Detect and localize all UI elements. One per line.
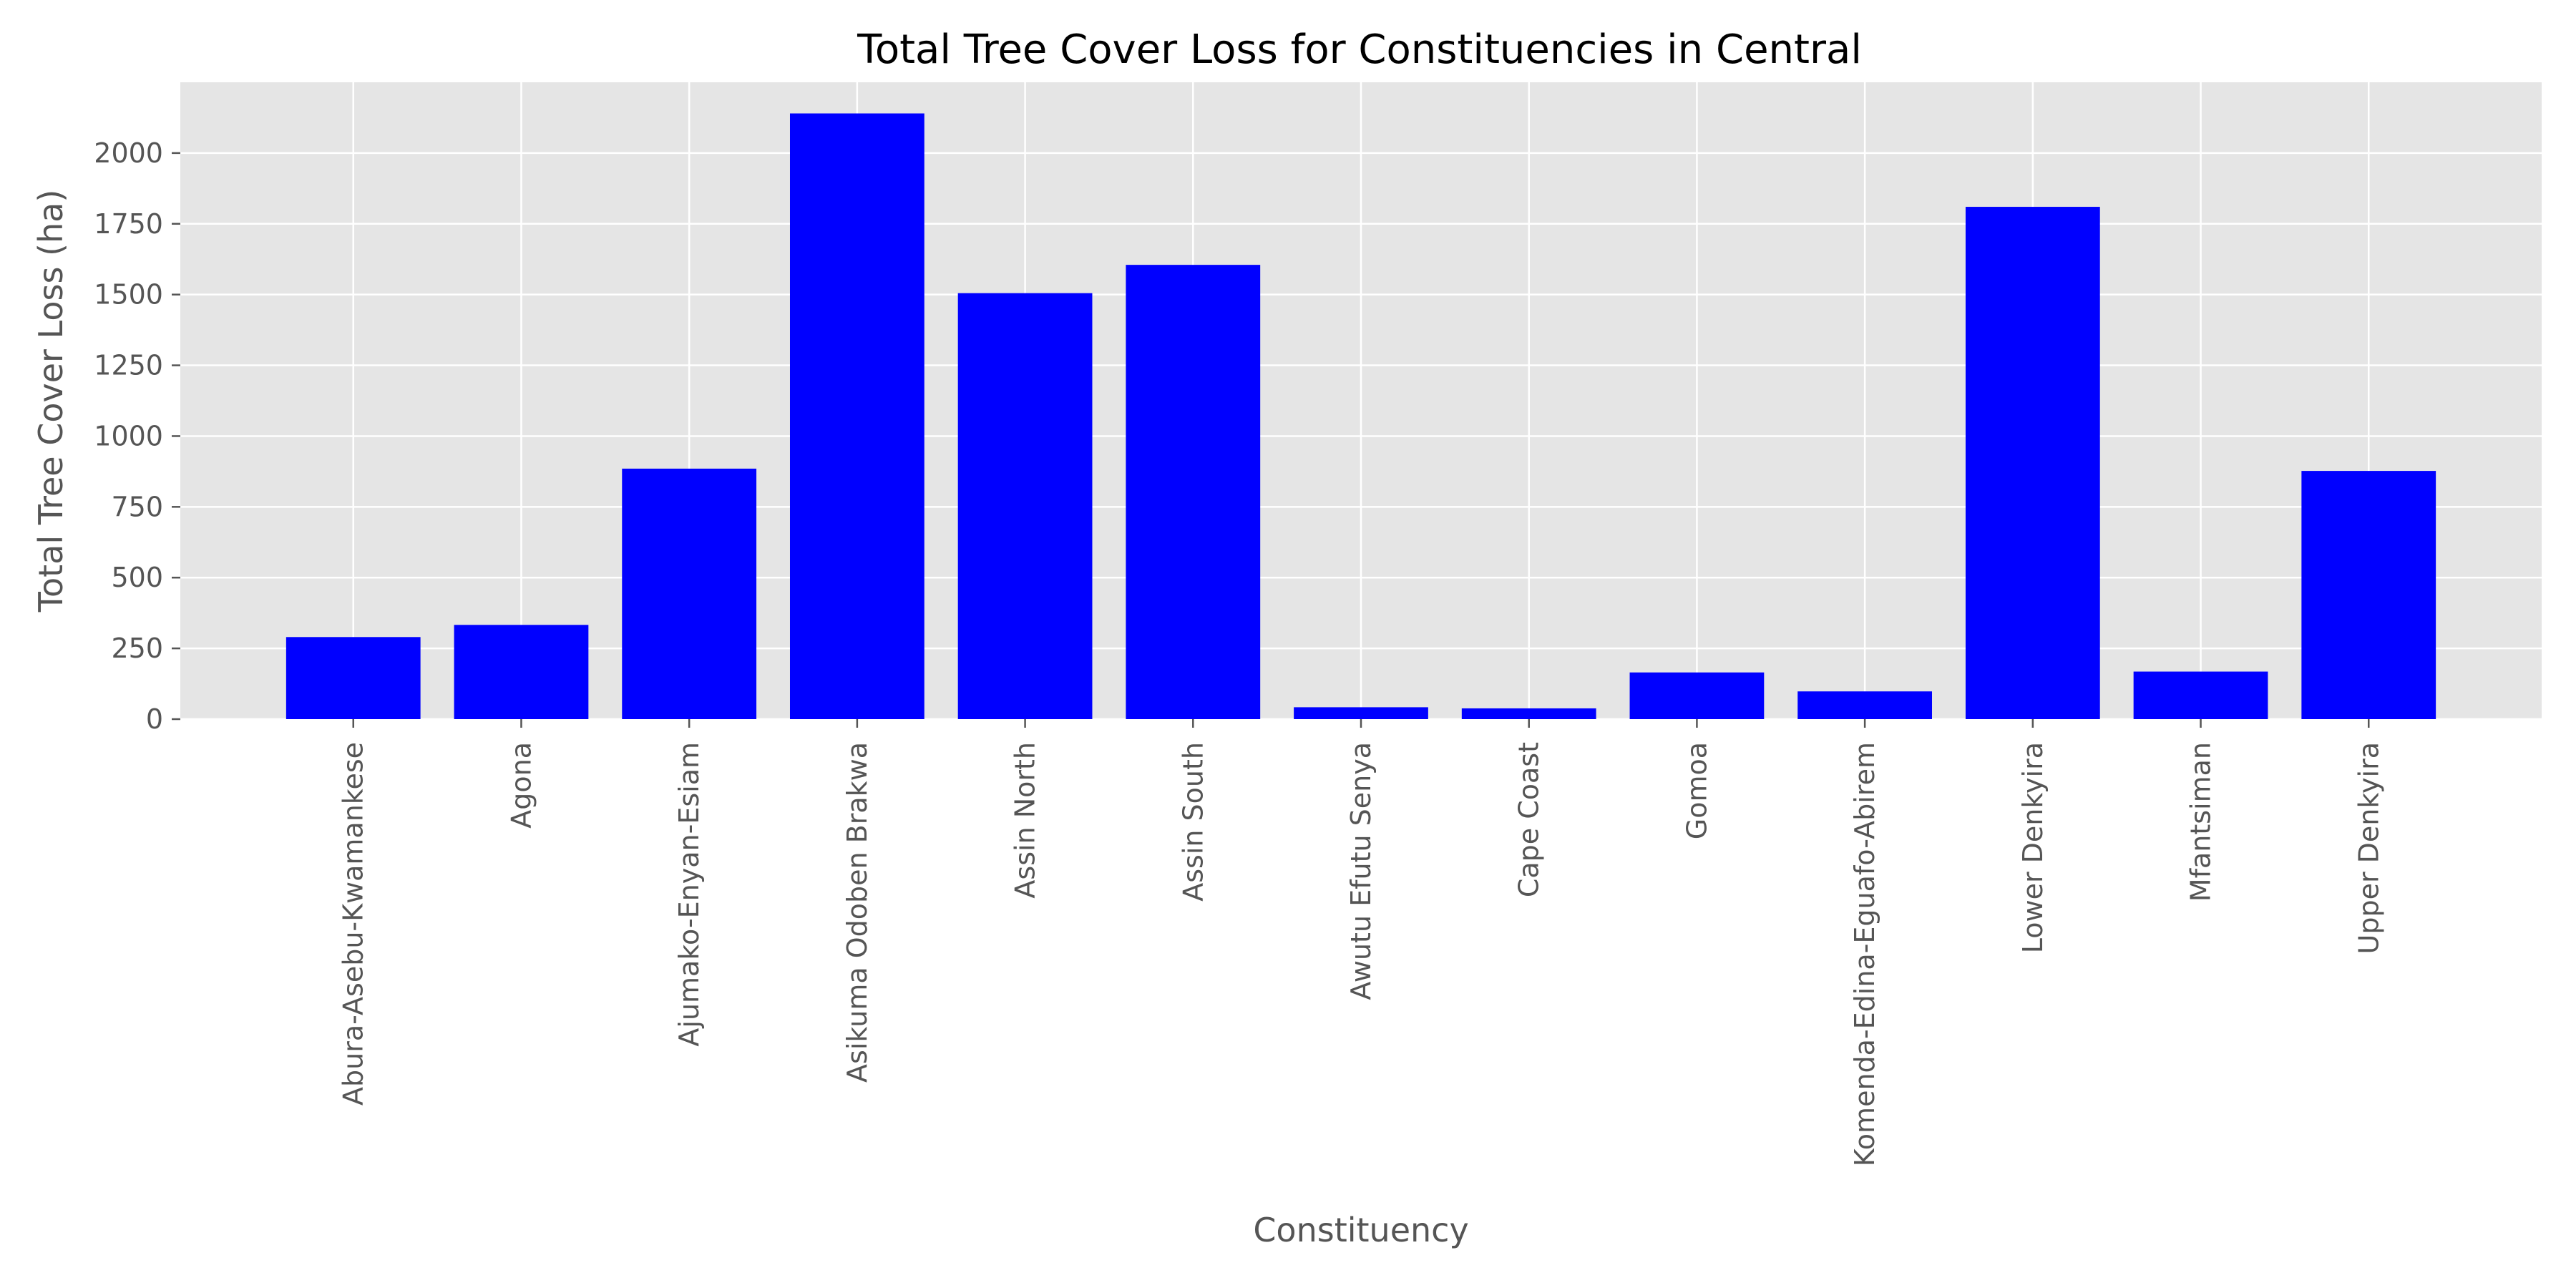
bar	[2133, 671, 2268, 719]
x-tick-label: Assin North	[1010, 742, 1041, 899]
y-axis-ticks: 0 250 500 750 1000 1250 1500 1750 2000	[94, 137, 180, 735]
y-tick-label: 1750	[94, 208, 163, 240]
x-tick-label: Mfantsiman	[2185, 742, 2217, 902]
bar	[957, 293, 1093, 719]
bar	[622, 468, 757, 719]
bar	[1461, 708, 1596, 719]
x-tick-label: Gomoa	[1681, 742, 1712, 839]
x-axis-ticks: Abura-Asebu-Kwamankese Agona Ajumako-Enyan…	[338, 719, 2384, 1166]
bar	[1629, 672, 1765, 719]
y-axis-label: Total Tree Cover Loss (ha)	[31, 190, 70, 613]
x-axis-label: Constituency	[1253, 1211, 1468, 1249]
x-tick-label: Ajumako-Enyan-Esiam	[673, 742, 705, 1047]
x-tick-label: Asikuma Odoben Brakwa	[841, 742, 873, 1083]
bar	[2301, 471, 2436, 719]
x-tick-label: Upper Denkyira	[2353, 742, 2384, 954]
bar	[1965, 207, 2100, 719]
y-tick-label: 0	[146, 703, 163, 735]
y-tick-label: 1250	[94, 350, 163, 381]
chart-title: Total Tree Cover Loss for Constituencies…	[857, 26, 1862, 73]
bar	[1126, 265, 1261, 720]
x-tick-label: Awutu Efutu Senya	[1345, 742, 1377, 1000]
x-tick-label: Cape Coast	[1513, 742, 1545, 897]
bar	[1797, 691, 1933, 719]
bar	[789, 113, 924, 719]
y-tick-label: 1500	[94, 279, 163, 311]
bars	[286, 113, 2436, 720]
bar	[286, 637, 421, 719]
y-tick-label: 250	[111, 633, 163, 664]
x-tick-label: Komenda-Edina-Eguafo-Abirem	[1849, 742, 1880, 1166]
bar	[454, 625, 589, 719]
x-tick-label: Lower Denkyira	[2017, 742, 2049, 953]
y-tick-label: 2000	[94, 137, 163, 169]
x-tick-label: Abura-Asebu-Kwamankese	[338, 742, 369, 1106]
x-tick-label: Assin South	[1177, 742, 1209, 902]
y-tick-label: 500	[111, 562, 163, 593]
x-tick-label: Agona	[505, 742, 537, 829]
y-tick-label: 1000	[94, 420, 163, 452]
y-tick-label: 750	[111, 491, 163, 522]
bar	[1294, 707, 1428, 719]
